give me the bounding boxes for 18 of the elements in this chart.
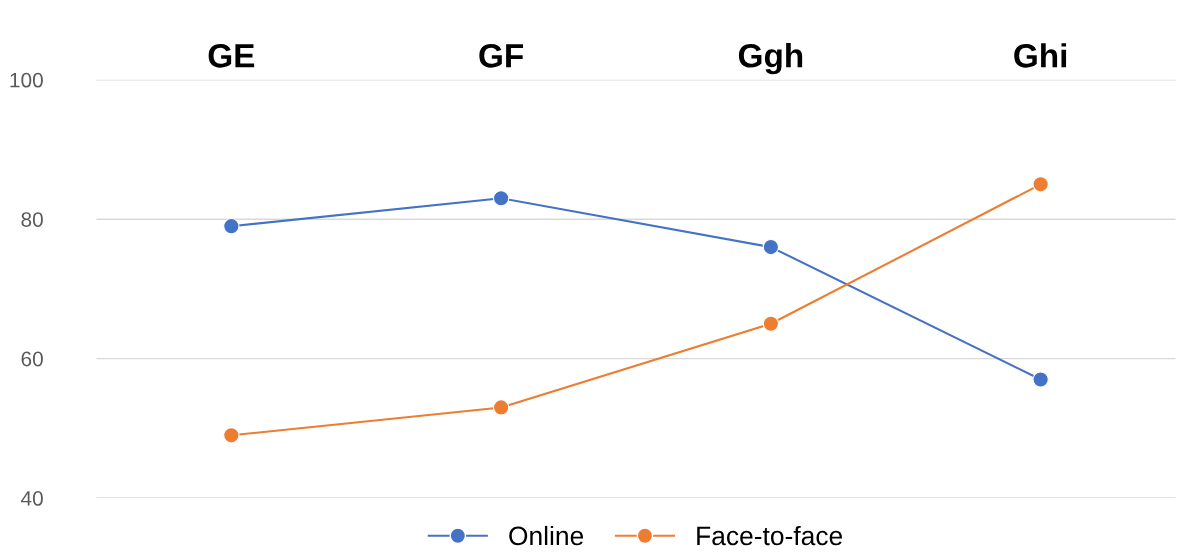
x-tick-label: GF bbox=[479, 44, 524, 68]
point bbox=[223, 217, 240, 235]
legend-label: Face-to-face bbox=[697, 525, 843, 546]
point bbox=[762, 315, 780, 332]
point bbox=[762, 238, 780, 256]
point bbox=[492, 190, 510, 207]
point bbox=[1032, 371, 1049, 388]
x-tick-label: Ggh bbox=[738, 43, 803, 75]
y-tick-label: 40 bbox=[21, 491, 43, 506]
y-tick-label: 80 bbox=[21, 212, 43, 227]
y-tick-label: 100 bbox=[10, 72, 43, 88]
point bbox=[1032, 176, 1049, 193]
legend-label: Online bbox=[509, 525, 584, 546]
y-tick-label: 60 bbox=[21, 351, 43, 367]
point bbox=[223, 427, 240, 444]
x-tick-label: GE bbox=[208, 44, 255, 68]
x-tick-label: Ghi bbox=[1014, 43, 1067, 68]
point bbox=[492, 399, 510, 416]
